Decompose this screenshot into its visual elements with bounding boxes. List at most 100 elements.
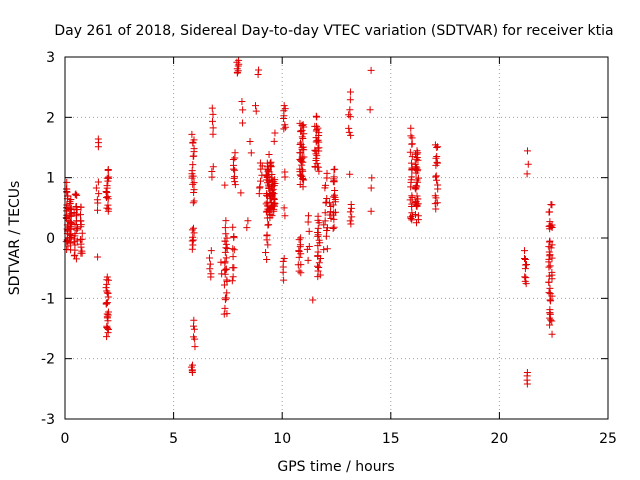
data-point (72, 190, 80, 198)
data-point (268, 176, 276, 184)
data-point (320, 221, 328, 229)
data-point (269, 185, 277, 193)
data-point (189, 180, 197, 188)
data-point (367, 66, 375, 74)
data-point (207, 247, 215, 255)
data-point (221, 258, 229, 266)
data-point (230, 264, 238, 272)
data-point (190, 186, 198, 194)
data-point (309, 296, 317, 304)
data-point (295, 247, 303, 255)
data-point (231, 181, 239, 189)
data-point (72, 202, 80, 210)
data-point (546, 309, 554, 317)
data-point (412, 182, 420, 190)
data-point (221, 224, 229, 232)
data-point (252, 107, 260, 115)
data-point (220, 310, 228, 318)
data-point (246, 138, 254, 146)
data-point (314, 231, 322, 239)
data-point (331, 195, 339, 203)
data-point (314, 248, 322, 256)
data-point (207, 270, 215, 278)
data-point (331, 165, 339, 173)
data-point (190, 322, 198, 330)
data-point (347, 220, 355, 228)
data-point (208, 117, 216, 125)
data-point (222, 265, 230, 273)
data-point (411, 199, 419, 207)
data-point (190, 136, 198, 144)
data-point (432, 172, 440, 180)
data-point (315, 236, 323, 244)
data-point (300, 176, 308, 184)
data-point (299, 183, 307, 191)
y-tick-label: 0 (46, 231, 55, 247)
data-point (321, 209, 329, 217)
data-point (521, 255, 529, 263)
data-point (315, 259, 323, 267)
data-point (548, 330, 556, 338)
data-point (545, 255, 553, 263)
data-point (296, 149, 304, 157)
data-point (208, 104, 216, 112)
data-point (314, 212, 322, 220)
data-point (297, 234, 305, 242)
data-point (104, 276, 112, 284)
data-point (103, 299, 111, 307)
data-point (546, 208, 554, 216)
data-point (266, 211, 274, 219)
data-point (256, 159, 264, 167)
data-point (546, 284, 554, 292)
data-point (221, 248, 229, 256)
y-tick-label: 2 (46, 110, 55, 126)
data-point (229, 161, 237, 169)
data-point (70, 235, 78, 243)
data-point (323, 194, 331, 202)
data-point (433, 158, 441, 166)
data-point (189, 361, 197, 369)
data-point (190, 316, 198, 324)
data-point (297, 171, 305, 179)
data-point (264, 221, 272, 229)
data-point (523, 170, 531, 178)
data-point (67, 218, 75, 226)
data-point (431, 141, 439, 149)
data-point (548, 268, 556, 276)
data-point (104, 193, 112, 201)
data-point (297, 269, 305, 277)
data-point (296, 165, 304, 173)
data-point (257, 165, 265, 173)
data-point (346, 170, 354, 178)
data-point (229, 223, 237, 231)
data-point (295, 267, 303, 275)
data-point (321, 181, 329, 189)
data-point (71, 230, 79, 238)
data-point (521, 256, 529, 264)
data-point (545, 289, 553, 297)
data-point (346, 88, 354, 96)
data-point (367, 184, 375, 192)
data-point (414, 178, 422, 186)
data-point (408, 209, 416, 217)
x-tick-label: 5 (169, 431, 178, 447)
data-point (239, 119, 247, 127)
data-point (221, 304, 229, 312)
data-point (546, 321, 554, 329)
data-point (222, 254, 230, 262)
data-point (346, 217, 354, 225)
data-point (330, 173, 338, 181)
data-point (206, 265, 214, 273)
data-point (244, 217, 252, 225)
data-point (522, 274, 530, 282)
data-point (266, 161, 274, 169)
plot-frame (64, 56, 609, 420)
data-point (188, 167, 196, 175)
data-point (206, 260, 214, 268)
data-point (221, 294, 229, 302)
data-point (78, 229, 86, 237)
data-point (296, 243, 304, 251)
data-point (231, 166, 239, 174)
data-point (414, 156, 422, 164)
data-point (93, 196, 101, 204)
